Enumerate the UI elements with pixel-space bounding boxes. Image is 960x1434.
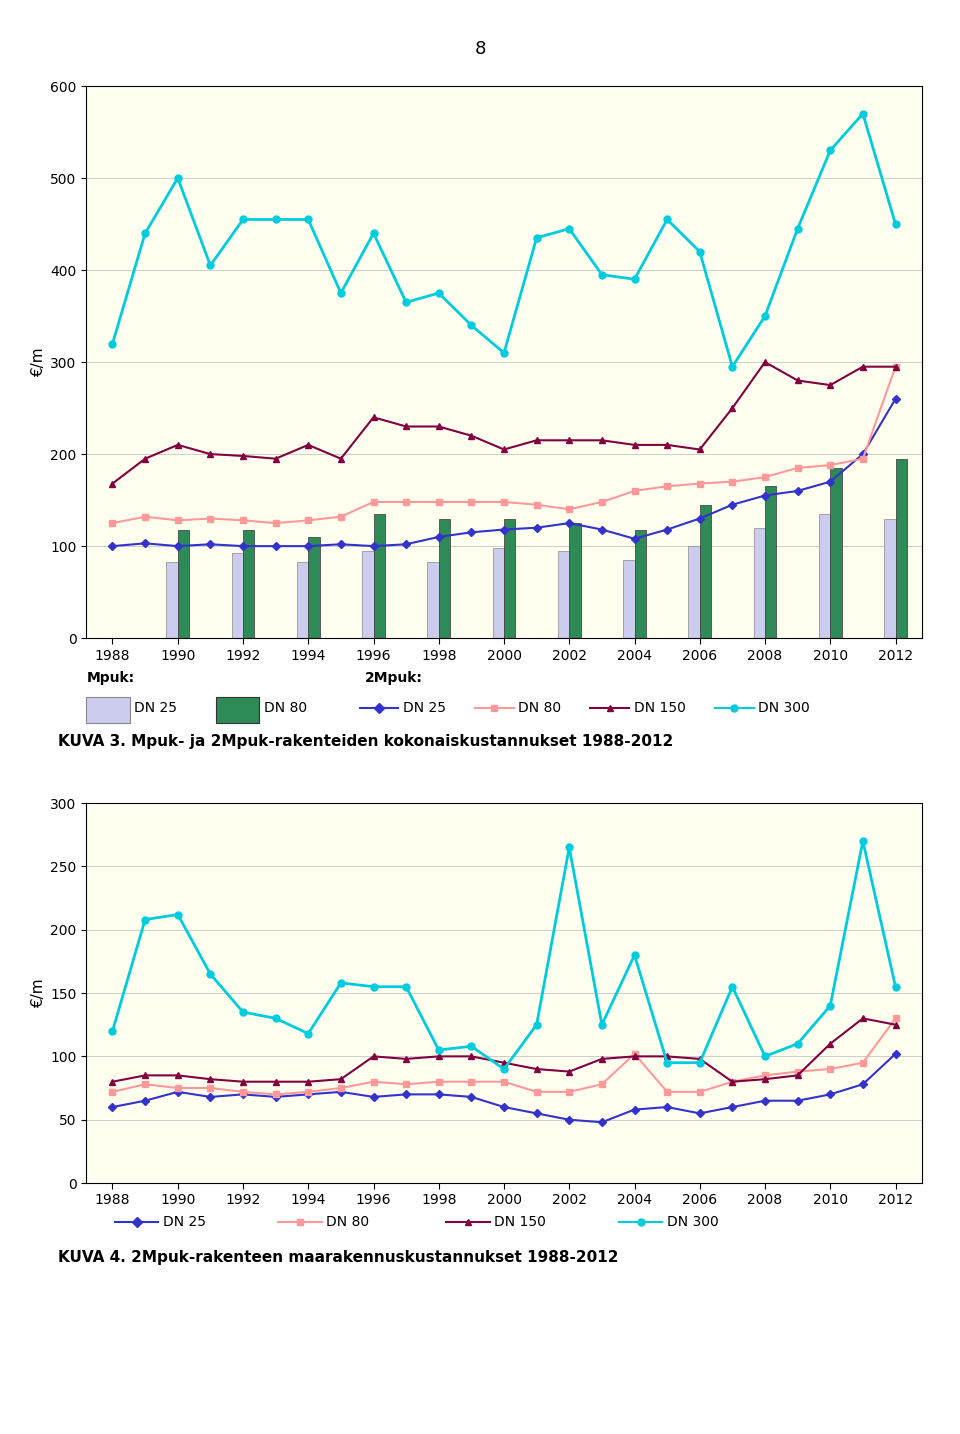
Bar	[297, 562, 308, 638]
Text: DN 80: DN 80	[264, 701, 307, 716]
Text: DN 25: DN 25	[403, 701, 446, 716]
Text: DN 150: DN 150	[494, 1215, 546, 1229]
Bar	[504, 519, 516, 638]
Text: 8: 8	[474, 40, 486, 59]
Text: Mpuk:: Mpuk:	[86, 671, 134, 685]
Bar	[700, 505, 711, 638]
Text: DN 25: DN 25	[163, 1215, 206, 1229]
Bar	[623, 559, 635, 638]
Bar	[830, 467, 842, 638]
Bar	[166, 562, 178, 638]
Text: DN 300: DN 300	[667, 1215, 719, 1229]
Bar	[688, 546, 700, 638]
Text: KUVA 3. Mpuk- ja 2Mpuk-rakenteiden kokonaiskustannukset 1988-2012: KUVA 3. Mpuk- ja 2Mpuk-rakenteiden kokon…	[58, 734, 673, 749]
Bar	[243, 529, 254, 638]
Bar	[765, 486, 777, 638]
Text: KUVA 4. 2Mpuk-rakenteen maarakennuskustannukset 1988-2012: KUVA 4. 2Mpuk-rakenteen maarakennuskusta…	[58, 1250, 618, 1265]
Text: DN 80: DN 80	[518, 701, 562, 716]
Text: DN 150: DN 150	[634, 701, 685, 716]
Bar	[178, 529, 189, 638]
Bar	[754, 528, 765, 638]
Bar	[635, 529, 646, 638]
Bar	[884, 519, 896, 638]
Bar	[231, 552, 243, 638]
Bar	[569, 523, 581, 638]
Bar	[492, 548, 504, 638]
Bar	[427, 562, 439, 638]
Bar	[308, 536, 320, 638]
Text: DN 80: DN 80	[326, 1215, 370, 1229]
Bar	[558, 551, 569, 638]
Bar	[439, 519, 450, 638]
Bar	[362, 551, 373, 638]
Bar	[819, 513, 830, 638]
Text: 2Mpuk:: 2Mpuk:	[365, 671, 422, 685]
Text: DN 25: DN 25	[134, 701, 178, 716]
Bar	[373, 513, 385, 638]
Y-axis label: €/m: €/m	[31, 347, 46, 377]
Bar	[896, 459, 907, 638]
Text: DN 300: DN 300	[758, 701, 810, 716]
Y-axis label: €/m: €/m	[31, 978, 46, 1008]
